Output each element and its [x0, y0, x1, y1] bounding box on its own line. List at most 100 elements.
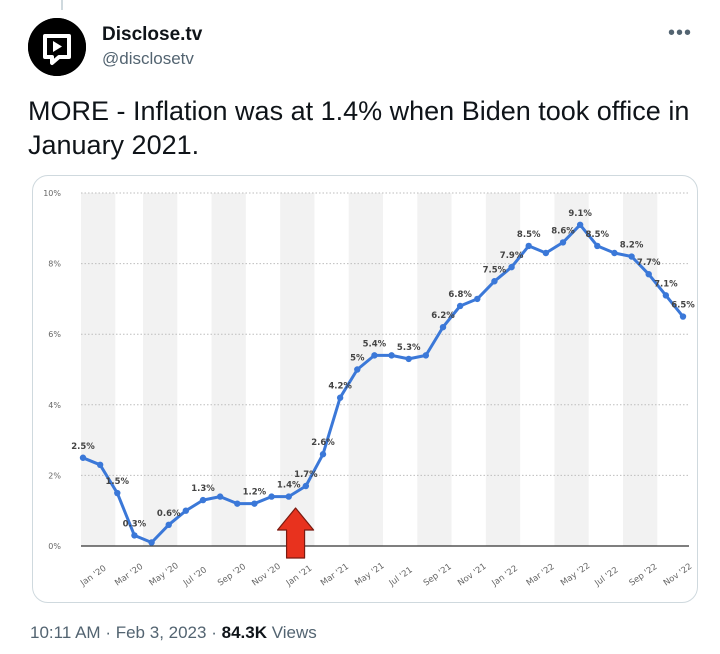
- data-point: [491, 278, 498, 285]
- data-point: [354, 366, 361, 373]
- data-point: [679, 313, 687, 320]
- data-label: 8.5%: [585, 230, 609, 240]
- data-point: [611, 249, 618, 257]
- x-tick-label: Jan '22: [490, 564, 520, 589]
- data-label: 8.5%: [517, 230, 541, 240]
- data-label: 5.4%: [363, 339, 387, 349]
- y-tick-label: 10%: [43, 189, 61, 198]
- data-point: [114, 489, 121, 497]
- chart-band: [554, 193, 589, 546]
- data-label: 0.3%: [123, 519, 147, 529]
- meta-separator: ·: [105, 623, 111, 642]
- data-point: [285, 493, 292, 500]
- data-label: 7.9%: [500, 251, 524, 261]
- data-point: [422, 352, 430, 359]
- chart-band: [143, 193, 178, 546]
- data-point: [336, 394, 344, 401]
- tweet-meta: 10:11 AM · Feb 3, 2023 · 84.3K Views: [30, 623, 317, 643]
- more-options-icon[interactable]: •••: [667, 22, 692, 44]
- data-point: [165, 521, 172, 529]
- data-label: 6.5%: [671, 301, 695, 311]
- y-tick-label: 2%: [48, 471, 61, 480]
- data-point: [131, 532, 138, 539]
- x-tick-label: Nov '22: [662, 562, 694, 589]
- data-point: [234, 500, 241, 507]
- chart-band: [81, 193, 116, 546]
- data-point: [251, 500, 258, 507]
- data-label: 7.1%: [654, 279, 678, 289]
- data-point: [302, 482, 310, 490]
- x-tick-label: Sep '22: [628, 562, 660, 588]
- x-tick-label: Nov '20: [250, 562, 282, 589]
- x-tick-label: Jul '22: [592, 565, 620, 589]
- x-tick-label: May '22: [559, 561, 592, 588]
- data-point: [388, 352, 395, 359]
- data-label: 6.8%: [448, 290, 472, 300]
- thread-connector-line: [61, 0, 63, 10]
- x-tick-label: Mar '21: [319, 562, 351, 588]
- meta-separator: ·: [211, 623, 217, 642]
- data-point: [96, 461, 104, 469]
- data-point: [576, 221, 584, 228]
- data-label: 8.2%: [620, 241, 644, 251]
- data-label: 9.1%: [568, 209, 592, 219]
- data-point: [371, 352, 378, 359]
- tweet-text: MORE - Inflation was at 1.4% when Biden …: [28, 96, 690, 160]
- data-label: 1.5%: [105, 477, 129, 487]
- data-label: 1.7%: [294, 470, 318, 480]
- data-point: [474, 295, 481, 303]
- y-tick-label: 0%: [48, 542, 61, 551]
- disclose-logo-icon: [28, 18, 86, 76]
- data-point: [405, 355, 412, 363]
- data-point: [645, 270, 652, 278]
- y-tick-label: 8%: [48, 260, 61, 269]
- data-point: [628, 253, 635, 260]
- data-point: [525, 242, 532, 250]
- data-label: 5.3%: [397, 343, 421, 353]
- chart-band: [211, 193, 246, 546]
- x-tick-label: Sep '21: [422, 562, 454, 588]
- tweet-media-chart[interactable]: 0% 2% 4% 6% 8% 10% Jan '20 Mar '20 May '20 Jul '2…: [32, 175, 698, 603]
- views-label: Views: [271, 623, 317, 642]
- chart-band: [348, 193, 383, 546]
- x-tick-label: Sep '20: [216, 562, 248, 588]
- x-tick-label: Mar '20: [113, 562, 145, 588]
- data-point: [559, 239, 567, 246]
- x-tick-label: May '21: [353, 561, 386, 588]
- x-tick-label: May '20: [148, 561, 181, 588]
- chart-band: [623, 193, 658, 546]
- author-handle[interactable]: @disclosetv: [102, 49, 194, 68]
- x-tick-label: Nov '21: [456, 562, 488, 589]
- tweet-header: Disclose.tv @disclosetv •••: [28, 18, 708, 78]
- x-tick-label: Jan '21: [284, 564, 314, 589]
- data-point: [319, 451, 327, 458]
- y-tick-label: 6%: [48, 330, 61, 339]
- x-tick-label: Jul '21: [387, 565, 415, 589]
- tweet-time[interactable]: 10:11 AM: [30, 623, 101, 642]
- data-point: [268, 493, 275, 500]
- data-label: 1.3%: [191, 484, 215, 494]
- data-label: 7.5%: [483, 265, 507, 275]
- x-tick-label: Mar '22: [525, 562, 557, 588]
- data-label: 2.6%: [311, 438, 335, 448]
- data-label: 1.2%: [243, 488, 267, 498]
- inflation-series-line: [82, 223, 685, 544]
- avatar[interactable]: [28, 18, 86, 76]
- data-label: 8.6%: [551, 226, 575, 236]
- chart-band: [417, 193, 452, 546]
- data-point: [662, 292, 670, 299]
- x-tick-label: Jul '20: [181, 565, 209, 589]
- views-count: 84.3K: [221, 623, 267, 642]
- inflation-line-chart: 0%2%4%6%8%10%Jan '20 Mar '20 May '20 Jul '2…: [43, 189, 695, 589]
- data-point: [508, 263, 515, 271]
- data-label: 5%: [350, 354, 365, 364]
- author-name[interactable]: Disclose.tv: [102, 24, 203, 45]
- data-point: [79, 454, 87, 461]
- data-point: [148, 539, 155, 546]
- data-label: 1.4%: [277, 481, 301, 491]
- data-point: [594, 242, 601, 250]
- x-tick-label: Jan '20: [78, 564, 108, 589]
- data-label: 7.7%: [637, 258, 661, 268]
- y-tick-label: 4%: [48, 401, 61, 410]
- tweet-date[interactable]: Feb 3, 2023: [115, 623, 207, 642]
